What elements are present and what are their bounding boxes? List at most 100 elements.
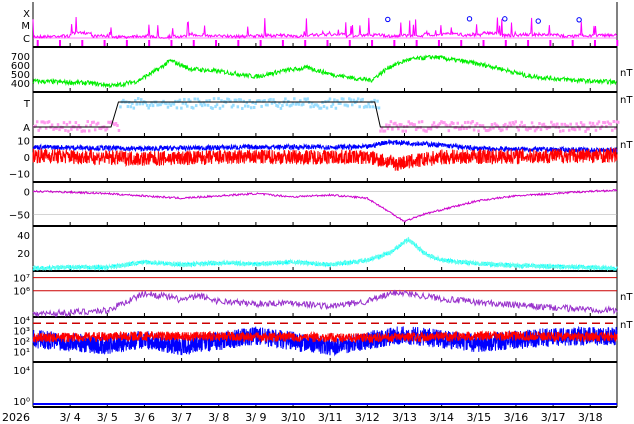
direction-dot [263,99,266,103]
direction-dot [77,124,81,128]
direction-dot [615,120,619,124]
direction-dot [74,121,78,125]
direction-dot [281,104,284,108]
direction-dot [218,106,222,110]
direction-dot [348,97,351,101]
direction-dot [252,105,256,109]
direction-dot [450,121,454,125]
direction-dot [196,97,199,101]
direction-dot [545,127,549,131]
xray-bar [192,40,195,46]
direction-dot [394,121,397,125]
xray-bar [259,40,262,46]
direction-dot [397,127,400,131]
direction-dot [469,121,473,125]
direction-dot [163,101,167,105]
direction-dot [242,99,246,103]
proton-high-series [32,329,618,344]
direction-dot [260,104,263,108]
direction-dot [275,103,278,107]
direction-dot [190,105,194,109]
direction-dot [343,103,347,107]
direction-dot [85,124,88,128]
direction-dot [453,126,457,130]
direction-dot [278,101,281,105]
direction-dot [391,127,394,131]
direction-dot [192,106,195,110]
data-layer [32,16,620,405]
direction-dot [276,104,280,108]
direction-dot [611,128,614,132]
direction-dot [298,99,302,103]
direction-dot [331,102,335,106]
direction-dot [177,99,180,103]
direction-dot [70,127,73,131]
y-tick-label: −50 [9,210,30,221]
direction-dot [579,121,583,125]
y-tick-label: 10³ [13,327,30,338]
direction-dot [137,97,140,101]
direction-dot [193,97,196,101]
direction-dot [309,105,312,109]
flare-marker [385,16,391,23]
direction-dot [203,103,207,107]
direction-dot [563,122,567,126]
direction-dot [44,126,48,130]
direction-dot [443,121,446,125]
direction-dot [62,121,66,125]
flare-marker [576,17,582,23]
direction-dot [342,97,345,101]
direction-dot [183,97,186,101]
direction-dot [380,126,384,130]
direction-dot [392,122,396,126]
direction-dot [217,97,220,101]
direction-dot [490,123,494,127]
x-tick-label: 3/13 [392,411,417,424]
y-tick-label: 10⁷ [13,274,30,285]
direction-dot [570,127,574,131]
direction-dot [46,120,49,124]
direction-dot [518,124,522,128]
direction-dot [526,128,529,132]
direction-dot [151,104,155,108]
direction-dot [174,99,177,103]
xray-series [32,16,618,41]
y-tick-label: 40 [17,231,30,242]
xray-bar [125,40,128,46]
xray-bar [59,40,62,46]
x-tick-label: 3/12 [355,411,380,424]
x-tick-label: 3/15 [466,411,491,424]
direction-dot [429,127,433,131]
text-layer: 2026 3/ 4 3/ 5 3/ 6 3/ 7 3/ 8 3/ 9 3/10 3/11 3/12… [2,9,633,424]
direction-dot [267,98,271,102]
y-tick-label: 0 [24,187,30,198]
direction-dot [93,128,97,132]
direction-dot [425,129,428,133]
direction-dot [539,128,543,132]
direction-dot [605,124,608,128]
direction-dot [520,120,523,124]
direction-dot [456,121,460,125]
direction-dot [145,103,149,107]
direction-dot [608,122,611,126]
y-tick-label: 10⁶ [13,287,30,298]
direction-dot [566,124,569,128]
direction-dot [264,103,268,107]
direction-dot [266,103,269,107]
direction-dot [447,129,451,133]
direction-dot [478,123,482,127]
direction-dot [462,126,465,130]
direction-dot [110,120,113,124]
xray-bar [371,40,374,46]
direction-dot [414,128,418,132]
direction-dot [211,106,214,110]
direction-dot [67,129,70,133]
xray-bar [215,40,218,46]
direction-dot [169,103,173,107]
direction-dot [472,128,476,132]
direction-dot [441,121,445,125]
direction-dot [187,98,191,102]
direction-dot [359,98,363,102]
direction-dot [407,120,410,124]
